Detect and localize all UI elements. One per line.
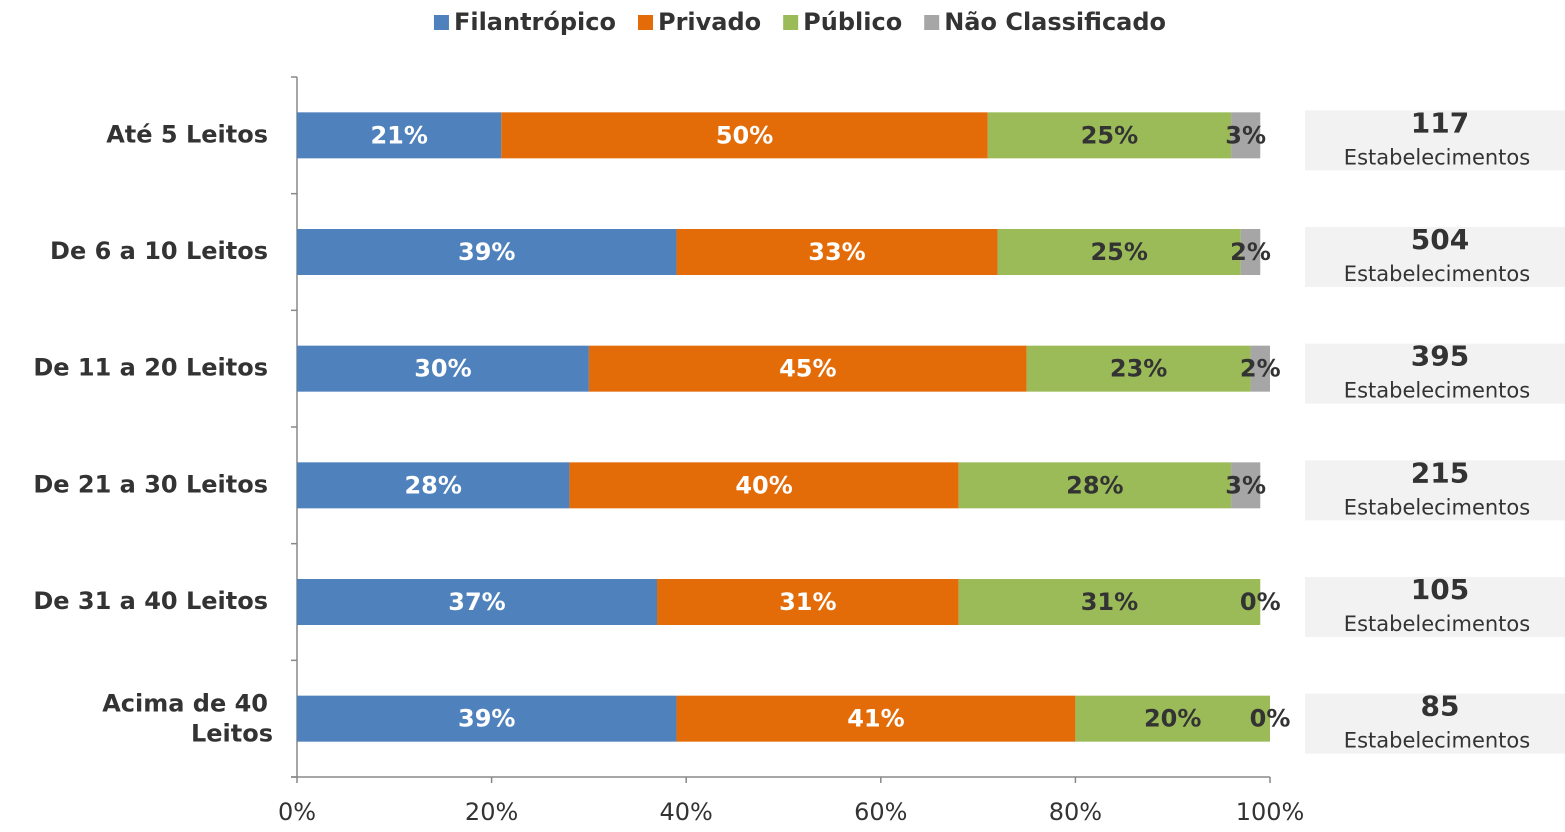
data-label: 25% [1081,121,1138,149]
data-label: 39% [458,705,515,733]
bar-segment [1240,229,1261,275]
data-label: 40% [735,471,792,499]
total-box [1305,577,1565,637]
data-label: 2% [1240,355,1281,383]
total-label: Estabelecimentos [1344,612,1530,636]
bar-segment [297,345,589,392]
data-label: 0% [1240,588,1281,616]
total-label: Estabelecimentos [1344,729,1530,753]
data-label: 37% [448,588,505,616]
legend-swatch [638,15,653,30]
bar-segment [657,579,959,625]
total-value: 395 [1411,340,1469,373]
bar-segment [1231,112,1261,159]
bar-segment [958,579,1261,625]
legend-label: Público [803,8,902,36]
total-box [1305,227,1565,287]
legend-label: Privado [658,8,761,36]
bar-segment [297,695,677,742]
total-box [1305,693,1565,754]
total-box [1305,460,1565,521]
y-tick-label: De 31 a 40 Leitos [33,587,268,615]
x-tick-label: 100% [1236,798,1305,826]
y-tick-label: Até 5 Leitos [106,120,268,148]
total-label: Estabelecimentos [1344,262,1530,286]
bar-segment [297,462,570,509]
data-label: 30% [414,355,471,383]
data-label: 31% [1081,588,1138,616]
legend-swatch [924,15,940,30]
x-tick-label: 40% [660,798,713,826]
legend-label: Não Classificado [944,8,1166,36]
x-tick-label: 0% [278,798,316,826]
bar-segment [588,345,1027,392]
total-box [1305,343,1565,404]
bar-segment [987,112,1232,159]
data-label: 20% [1144,705,1201,733]
data-label: 28% [404,471,461,499]
data-label: 3% [1225,471,1266,499]
total-label: Estabelecimentos [1344,379,1530,403]
data-label: 2% [1230,238,1271,266]
y-tick-label: De 6 a 10 Leitos [50,237,268,265]
bar-segment [958,462,1232,509]
bar-segment [501,112,988,159]
bar-segment [1250,345,1270,392]
x-tick-label: 20% [465,798,518,826]
total-value: 117 [1411,106,1469,139]
legend-swatch [783,15,799,30]
bar-segment [676,695,1076,742]
legend: Filantrópico Privado Público Não Classifica… [433,8,1166,36]
bar-segment [569,462,959,509]
total-box [1305,110,1565,171]
data-label: 28% [1066,471,1123,499]
bar-segment [297,229,677,275]
total-value: 215 [1411,456,1469,489]
legend-label: Filantrópico [454,8,616,36]
y-tick-label: Acima de 40 Leitos [102,690,273,748]
data-label: 25% [1090,238,1147,266]
data-label: 31% [779,588,836,616]
y-tick-label: De 21 a 30 Leitos [33,470,268,498]
data-label: 45% [779,355,836,383]
bar-segment [997,229,1241,275]
data-label: 3% [1225,121,1266,149]
data-label: 39% [458,238,515,266]
x-tick-label: 80% [1049,798,1102,826]
y-tick-label: De 11 a 20 Leitos [33,354,268,382]
data-label: 23% [1110,355,1167,383]
bar-segment [1075,695,1270,742]
bar-segment [297,579,658,625]
label-line: Acima de 40 [102,690,268,718]
data-label: 50% [716,121,773,149]
bar-segment [1231,462,1261,509]
legend-swatch [433,15,449,30]
total-label: Estabelecimentos [1344,145,1530,169]
total-value: 85 [1421,690,1460,723]
data-label: 41% [847,705,904,733]
label-line: Leitos [191,720,273,748]
data-label: 21% [370,121,427,149]
x-tick-label: 60% [854,798,907,826]
bar-segment [1026,345,1251,392]
total-label: Estabelecimentos [1344,495,1530,519]
total-value: 504 [1411,223,1469,256]
bar-segment [676,229,998,275]
data-label: 0% [1250,705,1291,733]
bar-segment [297,112,502,159]
data-label: 33% [808,238,865,266]
total-value: 105 [1411,573,1469,606]
